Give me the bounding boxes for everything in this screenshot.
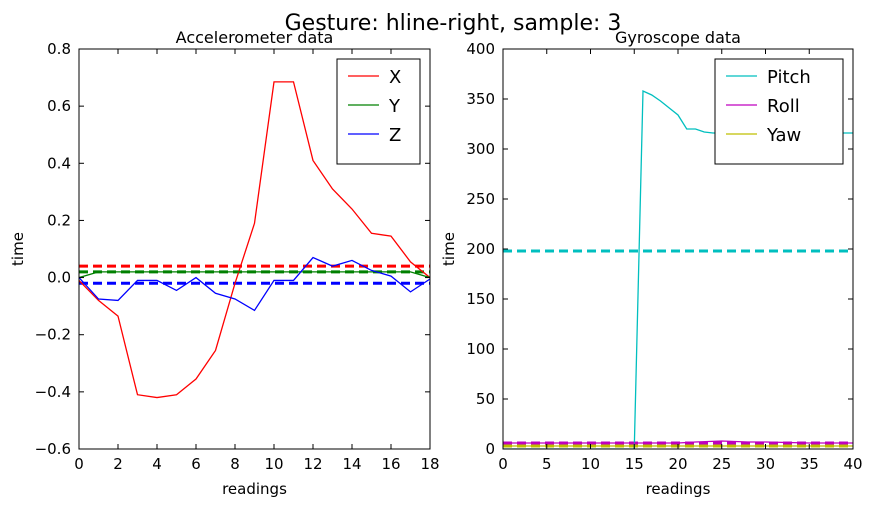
accel-ytick-label: −0.6 bbox=[35, 440, 71, 458]
gyro-legend-label-yaw: Yaw bbox=[766, 125, 801, 146]
gyro-ytick-label: 0 bbox=[485, 440, 495, 458]
accel-legend-box bbox=[336, 58, 421, 165]
gyro-series-roll bbox=[503, 440, 853, 444]
gyro-xlabel: readings bbox=[646, 480, 711, 498]
gyro-xtick-label: 30 bbox=[756, 455, 775, 473]
accel-frame bbox=[78, 48, 431, 450]
accel-ytick-label: −0.4 bbox=[35, 383, 71, 401]
accel-ytick-label: 0.2 bbox=[47, 211, 71, 229]
accel-ytick-label: 0.8 bbox=[47, 40, 71, 58]
accel-legend-label-x: X bbox=[389, 67, 401, 88]
accel-series-x bbox=[79, 81, 430, 399]
gyro-legend: Pitch Roll Yaw bbox=[714, 58, 844, 165]
accel-ylabel: time bbox=[9, 232, 27, 266]
accel-xtick-label: 16 bbox=[381, 455, 400, 473]
accel-series-y bbox=[79, 271, 430, 279]
gyro-ytick-label: 400 bbox=[466, 40, 495, 58]
accel-title: Accelerometer data bbox=[176, 28, 334, 47]
gyro-ytick-label: 50 bbox=[476, 390, 495, 408]
accel-ytick-label: 0.0 bbox=[47, 269, 71, 287]
gyro-xtick-label: 0 bbox=[498, 455, 508, 473]
accel-plot-content bbox=[79, 81, 430, 399]
accel-xtick-label: 0 bbox=[74, 455, 84, 473]
gyro-ytick-label: 100 bbox=[466, 340, 495, 358]
accel-ytick-label: −0.2 bbox=[35, 326, 71, 344]
gyroscope-chart: 0 5 10 15 20 25 30 35 40050100150200250300350400… bbox=[440, 28, 863, 498]
accel-xtick-label: 6 bbox=[191, 455, 201, 473]
gyro-ytick-label: 200 bbox=[466, 240, 495, 258]
gyro-ytick-label: 250 bbox=[466, 190, 495, 208]
figure-suptitle: Gesture: hline-right, sample: 3 bbox=[285, 11, 622, 36]
gyro-xtick-label: 25 bbox=[712, 455, 731, 473]
gyro-ytick-label: 300 bbox=[466, 140, 495, 158]
accelerometer-chart: 0 2 4 6 8 10 12 14 16 18 −0.6 −0.4 −0.2 0.0 0.2 0.4 0.6 0… bbox=[9, 28, 440, 498]
gyro-ytick-label: 150 bbox=[466, 290, 495, 308]
gyro-xtick-label: 15 bbox=[625, 455, 644, 473]
gyro-ylabel: time bbox=[440, 232, 458, 266]
accel-xtick-label: 18 bbox=[420, 455, 439, 473]
accel-xtick-label: 12 bbox=[303, 455, 322, 473]
accel-ytick-label: 0.6 bbox=[47, 97, 71, 115]
gyro-xtick-label: 5 bbox=[542, 455, 552, 473]
gyro-legend-label-roll: Roll bbox=[767, 96, 800, 117]
gyro-xtick-label: 35 bbox=[800, 455, 819, 473]
accel-series-z bbox=[79, 256, 430, 312]
gyro-xtick-label: 10 bbox=[581, 455, 600, 473]
accel-xtick-label: 10 bbox=[264, 455, 283, 473]
accel-legend-label-z: Z bbox=[389, 125, 401, 146]
accel-legend: XYZ bbox=[336, 58, 421, 165]
gyro-title: Gyroscope data bbox=[615, 28, 741, 47]
accel-xtick-label: 4 bbox=[152, 455, 162, 473]
accel-xtick-label: 8 bbox=[230, 455, 240, 473]
gyro-xtick-label: 40 bbox=[843, 455, 862, 473]
accel-xlabel: readings bbox=[222, 480, 287, 498]
accel-xtick-label: 2 bbox=[113, 455, 123, 473]
accel-ytick-label: 0.4 bbox=[47, 154, 71, 172]
accel-xtick-label: 14 bbox=[342, 455, 361, 473]
gyro-xtick-label: 20 bbox=[668, 455, 687, 473]
gyro-legend-label-pitch: Pitch bbox=[767, 67, 811, 88]
gyro-ytick-label: 350 bbox=[466, 90, 495, 108]
accel-legend-label-y: Y bbox=[388, 96, 401, 117]
